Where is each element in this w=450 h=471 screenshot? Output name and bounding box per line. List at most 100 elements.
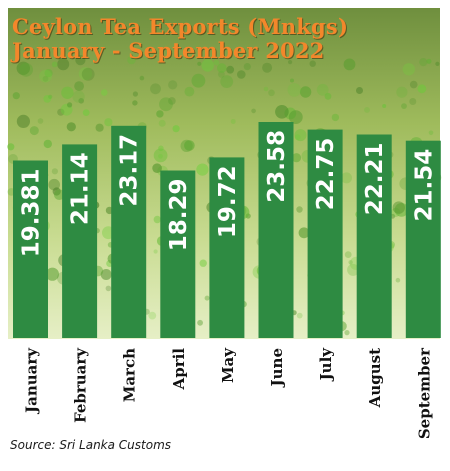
background-foliage	[341, 172, 352, 184]
background-foliage	[52, 187, 61, 196]
background-foliage	[152, 163, 162, 173]
background-foliage	[197, 319, 204, 326]
bar-value-label: 22.21	[362, 143, 388, 216]
bar-value-label: 23.58	[264, 130, 290, 203]
background-foliage	[268, 89, 275, 97]
category-label: June	[268, 348, 286, 388]
background-foliage	[409, 98, 417, 105]
background-foliage	[288, 60, 293, 65]
background-foliage	[156, 110, 164, 118]
background-foliage	[72, 90, 85, 103]
bar-june	[258, 122, 294, 338]
background-foliage	[42, 75, 49, 82]
background-foliage	[296, 206, 303, 213]
background-foliage	[220, 75, 234, 88]
background-foliage	[39, 69, 52, 83]
background-foliage	[294, 129, 307, 142]
background-foliage	[29, 126, 39, 136]
background-foliage	[37, 118, 44, 124]
background-foliage	[75, 55, 86, 66]
background-foliage	[299, 86, 312, 98]
background-foliage	[298, 227, 310, 239]
background-foliage	[396, 86, 408, 98]
category-label: April	[170, 348, 188, 391]
background-foliage	[168, 97, 176, 105]
source-note: Source: Sri Lanka Customs	[10, 438, 172, 452]
background-foliage	[153, 249, 158, 254]
background-foliage	[275, 105, 289, 119]
background-foliage	[394, 203, 409, 217]
bar-july	[307, 129, 343, 338]
bar-value-label: 21.14	[68, 152, 94, 225]
background-foliage	[81, 67, 95, 81]
background-foliage	[12, 92, 20, 100]
background-foliage	[172, 125, 180, 133]
bar-march	[111, 125, 147, 338]
background-foliage	[426, 58, 432, 64]
background-foliage	[74, 81, 84, 91]
background-foliage	[78, 98, 84, 104]
chart-title: Ceylon Tea Exports (Mnkgs)	[12, 14, 349, 39]
bar-january	[13, 160, 48, 338]
background-foliage	[184, 140, 195, 151]
background-foliage	[263, 86, 269, 92]
background-foliage	[66, 122, 76, 132]
background-foliage	[153, 148, 168, 163]
background-foliage	[48, 178, 60, 191]
background-foliage	[213, 59, 220, 66]
category-label: March	[121, 348, 139, 402]
background-foliage	[101, 89, 108, 96]
background-foliage	[382, 104, 387, 108]
background-foliage	[201, 59, 214, 72]
background-foliage	[344, 251, 352, 258]
background-foliage	[168, 80, 178, 90]
background-foliage	[237, 70, 246, 79]
background-foliage	[158, 145, 164, 152]
background-foliage	[395, 277, 401, 283]
background-foliage	[57, 58, 70, 71]
background-foliage	[287, 83, 302, 97]
background-foliage	[197, 61, 202, 66]
category-label: July	[317, 347, 335, 383]
bar-september	[405, 140, 441, 338]
background-foliage	[57, 108, 65, 116]
background-foliage	[290, 78, 294, 83]
background-foliage	[409, 80, 418, 89]
bar-value-label: 19.381	[19, 169, 45, 258]
background-foliage	[428, 130, 434, 136]
background-foliage	[364, 107, 370, 113]
category-label: September	[415, 347, 433, 439]
bar-value-label: 19.72	[215, 165, 241, 238]
bar-value-label: 22.75	[313, 138, 339, 211]
background-foliage	[343, 58, 356, 71]
background-foliage	[288, 110, 303, 124]
background-foliage	[16, 61, 30, 75]
background-foliage	[392, 201, 405, 214]
background-foliage	[43, 139, 52, 149]
background-foliage	[251, 108, 256, 114]
background-foliage	[316, 83, 329, 96]
background-foliage	[199, 259, 207, 267]
bar-value-label: 23.17	[117, 134, 143, 207]
background-foliage	[204, 295, 210, 301]
category-label: August	[366, 348, 384, 408]
background-foliage	[184, 86, 195, 97]
background-foliage	[401, 103, 407, 109]
category-label: May	[219, 347, 237, 383]
bar-february	[62, 144, 98, 338]
background-foliage	[44, 69, 53, 78]
background-foliage	[191, 73, 206, 88]
background-foliage	[262, 62, 273, 73]
background-foliage	[51, 61, 58, 68]
background-foliage	[218, 70, 225, 78]
background-foliage	[324, 92, 332, 100]
background-foliage	[196, 163, 209, 176]
background-foliage	[356, 87, 363, 94]
background-foliage	[7, 143, 15, 151]
background-foliage	[19, 62, 33, 77]
bar-august	[356, 134, 392, 338]
background-foliage	[331, 113, 340, 122]
bar-value-label: 21.54	[411, 149, 437, 222]
